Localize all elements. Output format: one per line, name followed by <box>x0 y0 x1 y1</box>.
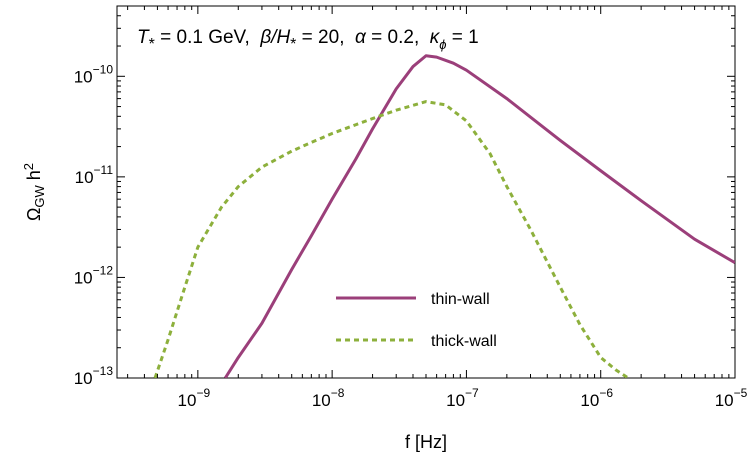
x-tick-label: 10−9 <box>178 386 211 410</box>
parameter-annotation: T* = 0.1 GeV, β/H* = 20, α = 0.2, κϕ = 1 <box>137 27 479 53</box>
y-tick-label: 10−11 <box>75 163 114 187</box>
annot-t-val: = 0.1 GeV, <box>155 27 260 48</box>
annot-kappa-sym: κ <box>430 27 441 48</box>
annot-kappa-sub: ϕ <box>439 37 446 52</box>
y-label-tail: h <box>24 170 44 185</box>
series-line-thick-wall <box>153 100 629 378</box>
y-label-omega: Ω <box>24 208 44 221</box>
annot-t-sub: * <box>149 36 155 53</box>
annot-beta-val: = 20, <box>296 27 355 48</box>
plot-frame <box>116 5 736 379</box>
y-label-sub: GW <box>32 184 47 207</box>
annot-t-sym: T <box>137 27 150 48</box>
y-axis-label: ΩGW h2 <box>21 163 47 221</box>
annot-beta-sub: * <box>290 36 296 53</box>
y-tick-label: 10−13 <box>74 364 114 388</box>
legend-label-thick-wall: thick-wall <box>431 333 497 350</box>
y-label-sup: 2 <box>21 163 36 170</box>
y-tick-label: 10−10 <box>74 62 114 86</box>
legend: thin-wall thick-wall <box>336 291 497 350</box>
x-tick-label: 10−6 <box>580 386 613 410</box>
legend-label-thin-wall: thin-wall <box>431 291 490 308</box>
x-axis: 10−9 10−8 10−7 10−6 10−5 <box>127 6 748 410</box>
y-tick-label: 10−12 <box>74 263 114 287</box>
series-line-thin-wall <box>223 54 735 378</box>
y-axis: 10−13 10−12 10−11 10−10 <box>74 5 735 388</box>
annot-alpha-val: = 0.2, <box>366 27 430 48</box>
annot-alpha-sym: α <box>355 27 367 48</box>
x-axis-label: f [Hz] <box>405 432 447 452</box>
x-tick-label: 10−7 <box>446 386 479 410</box>
annot-beta-sym: β/H <box>259 27 290 48</box>
x-tick-label: 10−5 <box>715 386 748 410</box>
annot-kappa-val: = 1 <box>447 27 479 48</box>
plot-series-group <box>153 54 735 378</box>
x-tick-label: 10−8 <box>312 386 345 410</box>
